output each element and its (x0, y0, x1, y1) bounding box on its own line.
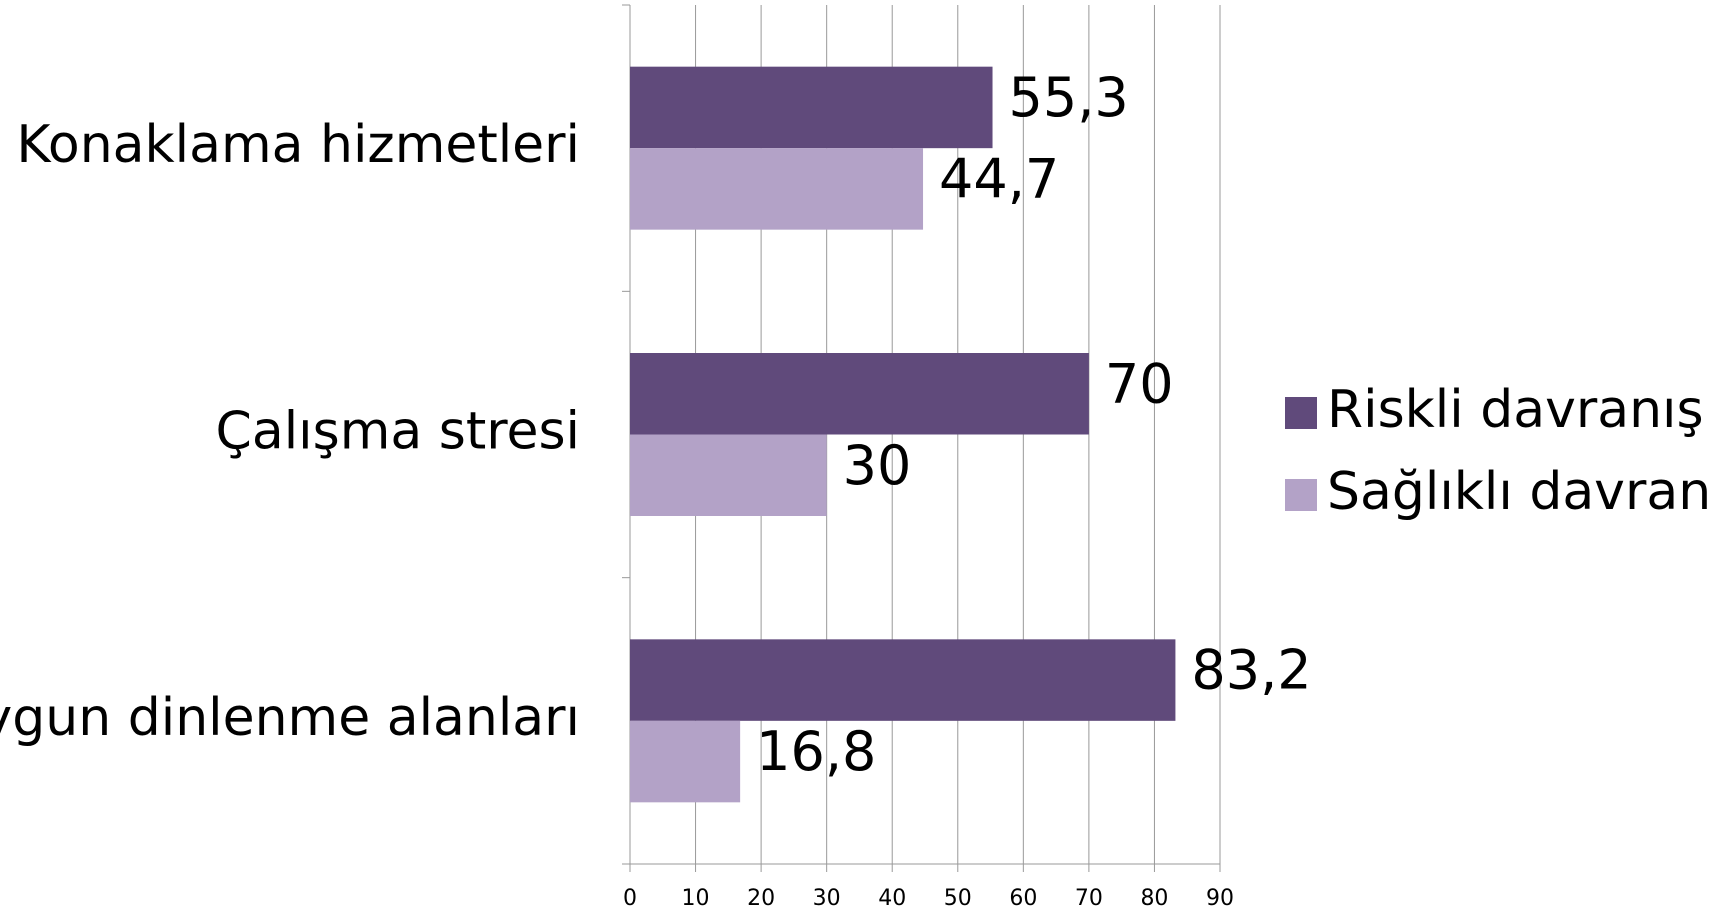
bar (630, 353, 1089, 435)
category-label: Uygun dinlenme alanları (0, 688, 580, 748)
legend-label: Sağlıklı davranış (1327, 462, 1715, 522)
value-label: 55,3 (1009, 66, 1129, 129)
legend-swatch (1285, 479, 1317, 511)
category-label: Konaklama hizmetleri (16, 115, 580, 175)
x-tick-label: 90 (1206, 886, 1234, 909)
legend-swatch (1285, 397, 1317, 429)
value-label: 70 (1105, 352, 1174, 415)
legend-label: Riskli davranış (1327, 380, 1704, 440)
category-label: Çalışma stresi (216, 402, 580, 462)
x-tick-label: 20 (747, 886, 775, 909)
bar (630, 66, 993, 149)
x-tick-label: 30 (813, 886, 841, 909)
x-tick-label: 10 (682, 886, 710, 909)
value-label: 16,8 (756, 720, 876, 783)
bar (630, 148, 924, 230)
x-tick-label: 50 (944, 886, 972, 909)
x-tick-label: 40 (878, 886, 906, 909)
x-tick-label: 70 (1075, 886, 1103, 909)
x-tick-label: 60 (1009, 886, 1037, 909)
bar (630, 639, 1176, 721)
x-tick-label: 0 (623, 886, 637, 909)
value-label: 30 (843, 434, 912, 497)
bar (630, 434, 827, 516)
value-label: 83,2 (1191, 639, 1311, 702)
bar (630, 720, 741, 803)
value-label: 44,7 (939, 148, 1059, 211)
x-tick-label: 80 (1140, 886, 1168, 909)
